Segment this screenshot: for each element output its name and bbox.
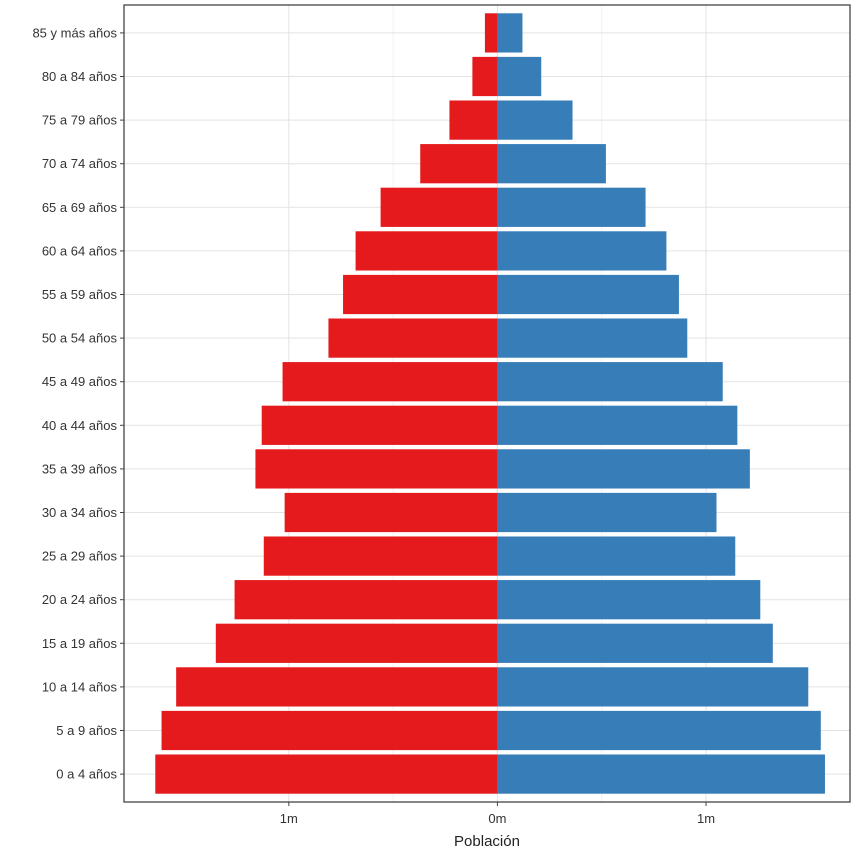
- y-tick-label: 10 a 14 años: [42, 679, 118, 694]
- bar-left-1: [161, 710, 498, 751]
- bar-right-6: [497, 492, 717, 533]
- y-tick-label: 20 a 24 años: [42, 592, 118, 607]
- y-tick-label: 75 a 79 años: [42, 113, 118, 128]
- bar-left-10: [328, 318, 498, 358]
- bar-right-0: [497, 754, 825, 794]
- bar-right-4: [497, 580, 761, 620]
- bar-left-16: [472, 56, 498, 97]
- y-tick-label: 80 a 84 años: [42, 69, 118, 84]
- bar-left-12: [355, 231, 498, 271]
- bar-right-5: [497, 536, 736, 576]
- bar-left-15: [449, 100, 498, 140]
- bar-right-15: [497, 100, 573, 140]
- bar-right-2: [497, 667, 809, 707]
- bar-right-1: [497, 710, 821, 751]
- y-tick-label: 45 a 49 años: [42, 374, 118, 389]
- y-tick-label: 60 a 64 años: [42, 243, 118, 258]
- bar-left-3: [215, 623, 498, 663]
- y-tick-label: 50 a 54 años: [42, 331, 118, 346]
- y-tick-label: 35 a 39 años: [42, 461, 118, 476]
- bar-left-4: [234, 580, 498, 620]
- y-tick-label: 70 a 74 años: [42, 156, 118, 171]
- bar-left-17: [484, 13, 498, 53]
- y-tick-label: 55 a 59 años: [42, 287, 118, 302]
- bar-left-6: [284, 492, 498, 533]
- y-tick-label: 5 a 9 años: [56, 723, 117, 738]
- x-tick-label: 1m: [280, 811, 298, 826]
- bar-left-11: [343, 274, 498, 315]
- bar-left-13: [380, 187, 498, 227]
- x-tick-label: 1m: [697, 811, 715, 826]
- bar-left-14: [420, 144, 498, 184]
- plot-panel-border: [123, 4, 851, 803]
- bar-left-2: [176, 667, 498, 707]
- bar-right-8: [497, 405, 738, 445]
- y-tick-label: 85 y más años: [32, 25, 117, 40]
- bar-left-7: [255, 449, 498, 489]
- bar-right-3: [497, 623, 773, 663]
- bar-left-8: [261, 405, 498, 445]
- bar-right-9: [497, 362, 723, 402]
- bar-right-7: [497, 449, 750, 489]
- bar-left-0: [155, 754, 498, 794]
- bar-right-14: [497, 144, 606, 184]
- y-tick-label: 25 a 29 años: [42, 549, 118, 564]
- bar-right-17: [497, 13, 523, 53]
- y-tick-label: 15 a 19 años: [42, 636, 118, 651]
- bar-right-16: [497, 56, 542, 97]
- bar-right-11: [497, 274, 679, 315]
- bar-left-9: [282, 362, 498, 402]
- y-tick-label: 0 a 4 años: [56, 767, 117, 782]
- axes: 0 a 4 años 5 a 9 años 10 a 14 años 15 a 19 …: [32, 25, 715, 826]
- x-tick-label: 0m: [488, 811, 506, 826]
- bars: [155, 13, 825, 794]
- bar-left-5: [263, 536, 498, 576]
- bar-right-13: [497, 187, 646, 227]
- y-tick-label: 40 a 44 años: [42, 418, 118, 433]
- bar-right-12: [497, 231, 667, 271]
- bar-right-10: [497, 318, 688, 358]
- y-tick-label: 65 a 69 años: [42, 200, 118, 215]
- x-axis-title: Población: [454, 833, 520, 850]
- y-tick-label: 30 a 34 años: [42, 505, 118, 520]
